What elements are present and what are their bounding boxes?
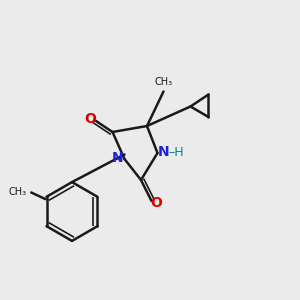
Text: O: O bbox=[84, 112, 96, 126]
Text: N: N bbox=[112, 152, 123, 165]
Text: CH₃: CH₃ bbox=[154, 77, 172, 87]
Text: N: N bbox=[158, 145, 169, 159]
Text: –H: –H bbox=[168, 146, 184, 159]
Text: CH₃: CH₃ bbox=[8, 187, 26, 197]
Text: O: O bbox=[150, 196, 162, 210]
